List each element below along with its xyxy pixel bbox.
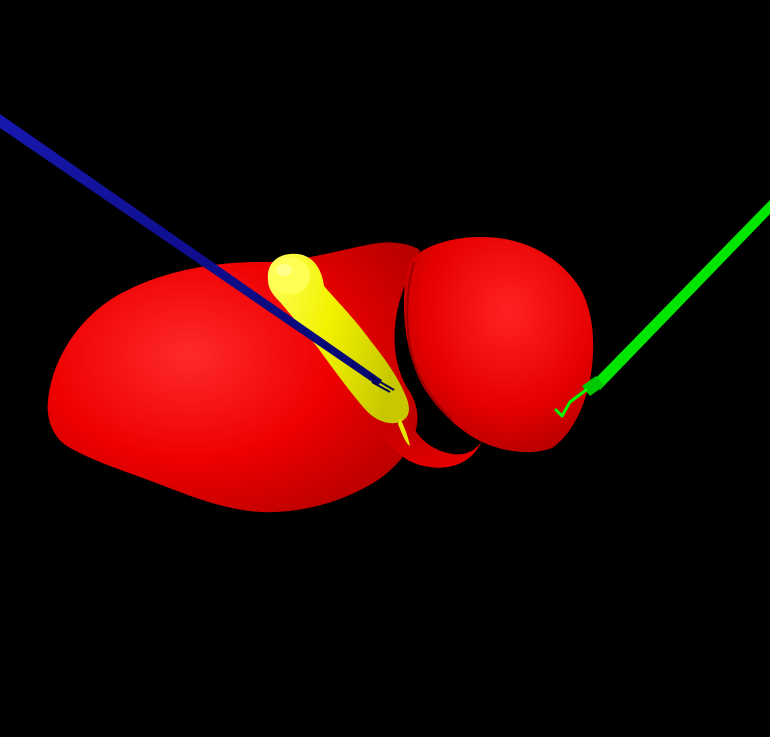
liver-right-lobe[interactable] (404, 236, 594, 453)
gallbladder-fundus (270, 258, 310, 294)
blue-needle-shaft[interactable] (0, 114, 382, 386)
green-hook-shaft[interactable] (592, 200, 770, 390)
gallbladder-highlight (276, 264, 292, 276)
green-hook-collar (582, 376, 604, 396)
liver-lobe-edge (406, 261, 453, 421)
gallbladder-neck (398, 418, 410, 446)
green-hook-tip (554, 388, 588, 418)
blue-needle-tip (369, 375, 395, 393)
